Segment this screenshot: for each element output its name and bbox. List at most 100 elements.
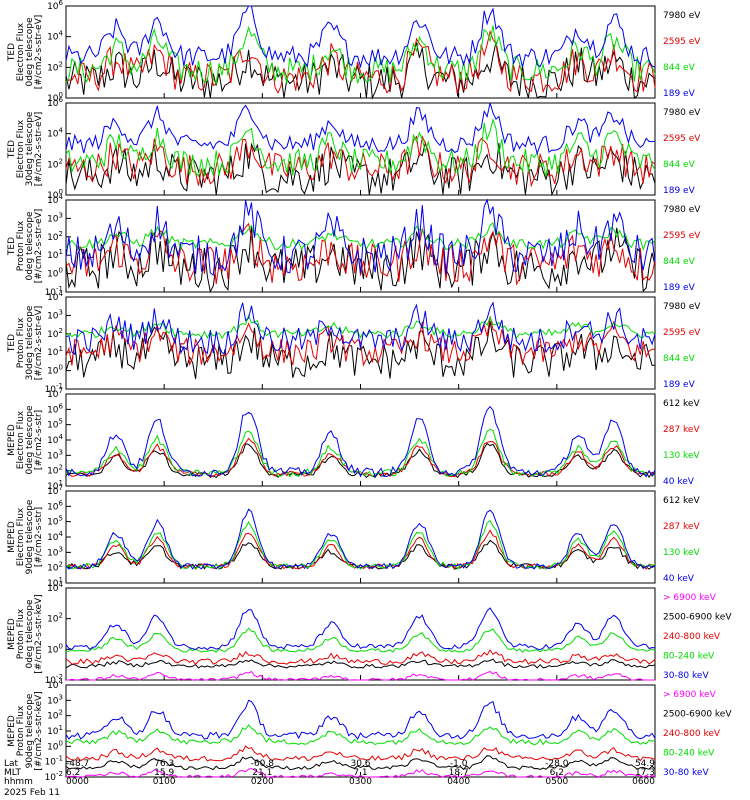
legend-entry: > 6900 keV: [663, 690, 717, 700]
y-tick-label: 103: [47, 693, 63, 706]
legend-entry: 40 keV: [663, 574, 695, 584]
y-axis-label-line: [#/cm2-s-str-eV]: [34, 15, 44, 90]
x-tick-label-mlt: 15.9: [154, 768, 174, 778]
series-line: [65, 25, 656, 86]
series-line: [65, 529, 656, 571]
y-tick-label: 106: [47, 402, 63, 415]
y-axis-label-line: MEPED: [7, 424, 17, 456]
panel-6: 101 102 103 104 105 106 107 MEPED Electron Flux 9…: [7, 484, 700, 589]
y-axis-label-line: 90deg telescope: [25, 693, 35, 768]
legend-entry: 844 eV: [663, 354, 696, 364]
y-axis-label-line: Electron Flux: [16, 410, 26, 469]
y-tick-label: 107: [47, 484, 63, 497]
y-axis-label-line: [#/cm2-s-str]: [34, 507, 44, 567]
legend-entry: 612 keV: [663, 399, 700, 409]
series-line: [65, 301, 656, 356]
y-axis-label-line: Electron Flux: [16, 119, 26, 178]
y-axis-label-line: Proton Flux: [16, 608, 26, 659]
y-axis-label-line: 0deg telescope: [25, 405, 35, 475]
y-tick-label: 102: [47, 230, 63, 243]
y-tick-label: 102: [47, 157, 63, 170]
y-tick-label: 104: [47, 127, 63, 140]
y-tick-label: 100: [47, 91, 63, 104]
legend-entry: 240-800 keV: [663, 729, 721, 739]
x-tick-label-lat: -28.0: [545, 759, 569, 769]
legend-entry: 844 eV: [663, 257, 696, 267]
legend-entry: 2500-6900 keV: [663, 710, 732, 720]
y-tick-label: 101: [47, 479, 63, 492]
y-tick-label: 101: [47, 345, 63, 358]
series-line: [65, 699, 656, 740]
series-line: [65, 658, 656, 669]
y-tick-label: 101: [47, 576, 63, 589]
x-tick-label-lat: -60.8: [251, 759, 275, 769]
panel-7: 10-2 100 102 104 MEPED Proton Flux 0deg telesc…: [7, 581, 732, 686]
legend-entry: 189 eV: [663, 283, 696, 293]
x-axis: Lat MLT hhmm 2025 Feb 11 -48.76.2000076.…: [4, 759, 655, 798]
series-line: [65, 316, 656, 367]
panel-3: 10-1 100 101 102 103 104 TED Proton Flux 0deg te…: [7, 193, 701, 298]
legend-entry: 130 keV: [663, 451, 700, 461]
series-line: [65, 768, 656, 778]
y-axis-label-line: Proton Flux: [16, 317, 26, 368]
panel-8: 10-2 10-1 100 101 102 103 104 MEPED Proton Flux 9…: [7, 678, 732, 783]
y-axis-label-line: TED: [7, 334, 17, 353]
y-tick-label: 102: [47, 709, 63, 722]
series-line: [65, 117, 656, 178]
y-tick-label: 102: [47, 464, 63, 477]
series-line: [65, 314, 656, 340]
legend-entry: 130 keV: [663, 548, 700, 558]
series-line: [65, 42, 656, 100]
series-line: [65, 745, 656, 762]
legend-entry: 7980 eV: [663, 11, 701, 21]
legend-entry: 7980 eV: [663, 302, 701, 312]
y-tick-label: 103: [47, 448, 63, 461]
legend-entry: 287 keV: [663, 425, 700, 435]
legend-entry: 612 keV: [663, 496, 700, 506]
y-tick-label: 101: [47, 724, 63, 737]
x-tick-label-mlt: 18.7: [449, 768, 469, 778]
legend-entry: 844 eV: [663, 160, 696, 170]
series-line: [65, 724, 656, 746]
legend-entry: 2595 eV: [663, 37, 701, 47]
legend-entry: 2595 eV: [663, 328, 701, 338]
x-axis-row-label-lat: Lat: [4, 759, 19, 769]
y-tick-label: 10-1: [45, 285, 63, 298]
y-tick-label: 104: [47, 193, 63, 206]
x-tick-label-lat: 54.9: [635, 759, 655, 769]
x-axis-row-label-mlt: MLT: [4, 768, 22, 778]
y-tick-label: 102: [47, 327, 63, 340]
series-line: [65, 405, 656, 478]
series-line: [65, 225, 656, 294]
y-tick-label: 103: [47, 308, 63, 321]
y-axis-label-line: MEPED: [7, 715, 17, 747]
y-axis-label-line: TED: [7, 237, 17, 256]
panel-4: 10-1 100 101 102 103 104 TED Proton Flux 30deg t…: [7, 290, 701, 395]
x-tick-label-hhmm: 0200: [251, 777, 274, 787]
legend-entry: 7980 eV: [663, 108, 701, 118]
series-line: [65, 649, 656, 666]
x-tick-label-mlt: 17.3: [635, 768, 655, 778]
x-tick-label-hhmm: 0100: [153, 777, 176, 787]
y-axis-label-line: Electron Flux: [16, 22, 26, 81]
panel-5: 101 102 103 104 105 106 107 MEPED Electron Flux 0…: [7, 387, 700, 492]
series-line: [65, 627, 656, 653]
y-tick-label: 10-2: [45, 673, 63, 686]
x-tick-label-mlt: 21.1: [252, 768, 272, 778]
x-tick-label-lat: 30.6: [350, 759, 370, 769]
y-tick-label: 107: [47, 387, 63, 400]
y-tick-label: 104: [47, 30, 63, 43]
y-axis-label-line: 90deg telescope: [25, 499, 35, 574]
y-axis-label-line: MEPED: [7, 618, 17, 650]
y-tick-label: 105: [47, 418, 63, 431]
y-tick-label: 100: [47, 188, 63, 201]
y-axis-label-line: [#/cm2-s-str-eV]: [34, 306, 44, 381]
panel-2: 100 102 104 106 TED Electron Flux 30deg telesc…: [7, 96, 701, 201]
y-tick-label: 100: [47, 642, 63, 655]
y-tick-label: 102: [47, 612, 63, 625]
series-line: [65, 102, 656, 156]
legend-entry: 80-240 keV: [663, 652, 715, 662]
legend-entry: 189 eV: [663, 380, 696, 390]
y-tick-label: 103: [47, 545, 63, 558]
